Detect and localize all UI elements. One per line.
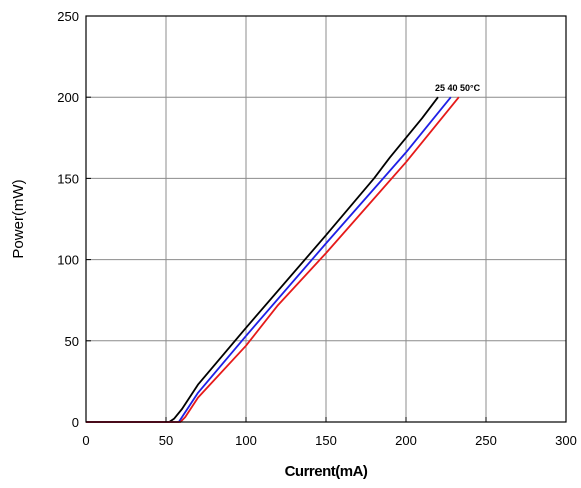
y-tick-label: 150: [57, 171, 79, 186]
y-tick-label: 250: [57, 9, 79, 24]
x-tick-label: 250: [475, 433, 497, 448]
y-tick-label: 50: [65, 334, 79, 349]
series-line-3: [86, 96, 460, 423]
y-axis-title: Power(mW): [10, 179, 27, 258]
x-tick-label: 150: [315, 433, 337, 448]
y-tick-label: 200: [57, 90, 79, 105]
x-tick-label: 0: [82, 433, 89, 448]
x-axis-title: Current(mA): [285, 463, 368, 480]
y-tick-label: 0: [72, 415, 79, 430]
y-tick-label: 100: [57, 253, 79, 268]
y-tick-labels: 0 50 100 150 200 250: [57, 9, 79, 430]
x-tick-label: 100: [235, 433, 257, 448]
temperature-annotation: 25 40 50°C: [435, 83, 481, 93]
series-lines: [86, 96, 460, 423]
series-line-1: [86, 96, 439, 423]
grid-lines: [86, 16, 566, 422]
x-tick-label: 50: [159, 433, 173, 448]
x-tick-label: 300: [555, 433, 577, 448]
x-tick-labels: 0 50 100 150 200 250 300: [82, 433, 576, 448]
axis-ticks: [85, 15, 567, 423]
x-tick-label: 200: [395, 433, 417, 448]
